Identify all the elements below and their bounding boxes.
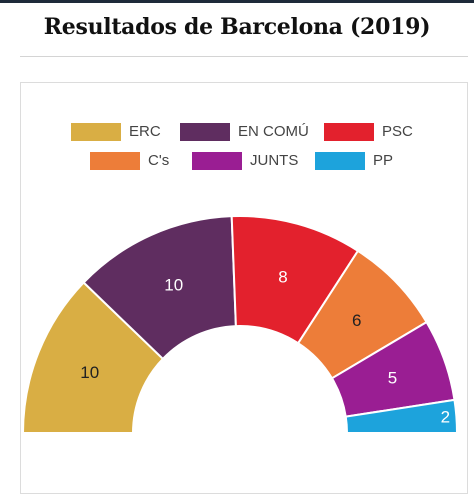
legend-label-erc: ERC [129,123,161,140]
legend-label-junts: JUNTS [250,152,299,169]
legend-swatch-psc [324,123,374,141]
seat-label-en-com: 10 [164,276,183,295]
title-divider [20,56,468,57]
legend-label-en-comu: EN COMÚ [238,123,309,140]
seat-label-c-s: 6 [352,311,361,330]
legend-swatch-junts [192,152,242,170]
segment-pp[interactable] [344,398,459,434]
seat-label-junts: 5 [388,369,397,388]
legend-swatch-en-comu [180,123,230,141]
legend-label-cs: C's [148,152,170,169]
legend-swatch-erc [71,123,121,141]
legend-label-pp: PP [373,152,394,169]
seat-label-psc: 8 [278,267,287,286]
page-title: Resultados de Barcelona (2019) [43,14,431,40]
seat-label-pp: 2 [441,408,450,427]
seat-label-erc: 10 [80,363,99,382]
legend-swatch-pp [315,152,365,170]
top-rule [0,0,474,3]
legend-swatch-cs [90,152,140,170]
legend-label-psc: PSC [382,123,413,140]
